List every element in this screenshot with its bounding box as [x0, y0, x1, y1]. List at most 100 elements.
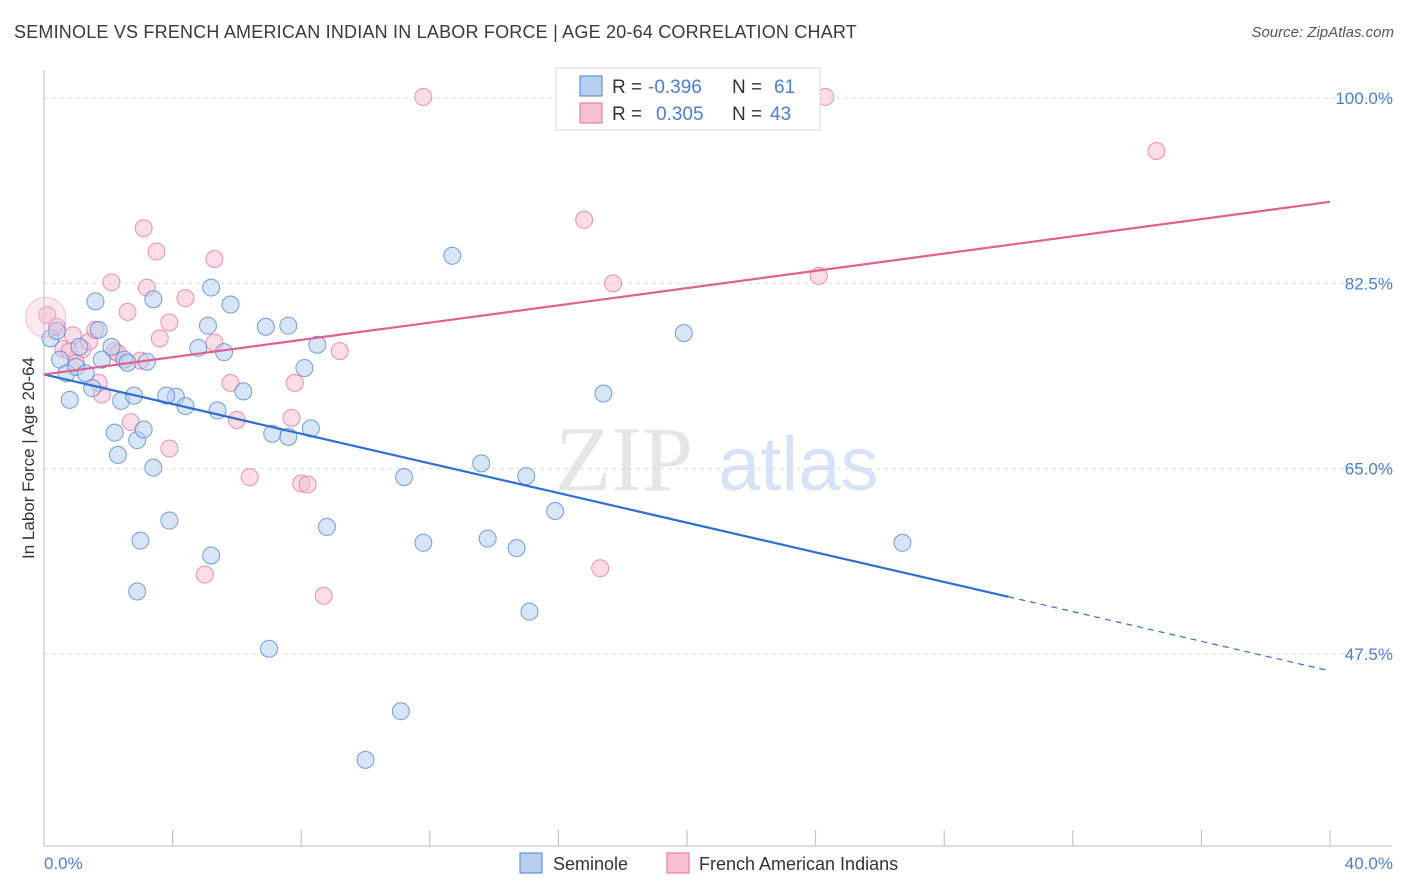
french-american-indians-point [591, 559, 610, 578]
seminole-point [47, 321, 66, 340]
seminole-point [70, 337, 89, 356]
chart-source: Source: ZipAtlas.com [1251, 24, 1394, 41]
seminole-point [295, 359, 314, 378]
seminole-point [260, 639, 279, 658]
seminole-point [279, 316, 298, 335]
correlation-legend: R = -0.396 N = 61 R = 0.305 N = 43 [555, 67, 821, 131]
watermark: ZIP atlas [555, 408, 879, 510]
seminole-point [202, 278, 221, 297]
bottom-legend-swatch-french [666, 852, 690, 874]
seminole-point [102, 337, 121, 356]
seminole-point [128, 582, 147, 601]
seminole-point [160, 511, 179, 530]
seminole-point [83, 379, 102, 398]
seminole-point [221, 295, 240, 314]
seminole-point [356, 750, 375, 769]
french-american-indians-point [102, 273, 121, 292]
seminole-point [414, 533, 433, 552]
tick-labels: 100.0% 82.5% 65.0% 47.5% 0.0% 40.0% [44, 89, 1393, 873]
seminole-point [92, 350, 111, 369]
chart-title: SEMINOLE VS FRENCH AMERICAN INDIAN IN LA… [14, 22, 857, 42]
legend-n-value-2: 43 [770, 104, 791, 125]
french-american-indians-point [38, 306, 57, 325]
french-american-indians-point [221, 373, 240, 392]
axes [43, 70, 1392, 847]
seminole-point [198, 316, 217, 335]
french-american-indians-point [314, 586, 333, 605]
watermark-atlas: atlas [718, 422, 879, 507]
seminole-trend-extension [1008, 596, 1331, 672]
french-american-indians-point [414, 87, 433, 106]
data-points [25, 87, 1166, 769]
legend-r-value-2: 0.305 [656, 104, 704, 125]
seminole-point [131, 531, 150, 550]
bottom-legend-label-french: French American Indians [699, 854, 898, 874]
french-american-indians-point [150, 329, 169, 348]
seminole-point [317, 517, 336, 536]
seminole-point [157, 386, 176, 405]
seminole-point [893, 533, 912, 552]
legend-n-label-1: N = [732, 77, 762, 98]
legend-swatch-french [579, 102, 603, 124]
french-american-indians-point [575, 210, 594, 229]
seminole-point [86, 292, 105, 311]
watermark-zip: ZIP [555, 408, 693, 510]
french-american-indians-point [147, 242, 166, 261]
legend-r-label-1: R = [612, 77, 642, 98]
french-american-indians-point [160, 439, 179, 458]
seminole-point [443, 246, 462, 265]
seminole-trend-line [43, 373, 1009, 598]
bottom-legend-swatch-seminole [519, 852, 543, 874]
french-american-indians-trend-line [43, 200, 1331, 376]
french-american-indians-point [282, 408, 301, 427]
seminole-point [520, 602, 539, 621]
seminole-point [308, 335, 327, 354]
seminole-point [507, 539, 526, 558]
legend-n-value-1: 61 [774, 77, 795, 98]
french-american-indians-point [205, 249, 224, 268]
french-american-indians-point [195, 565, 214, 584]
x-tick-label-max: 40.0% [1345, 854, 1393, 873]
y-tick-label: 100.0% [1335, 89, 1393, 108]
seminole-point [546, 502, 565, 521]
french-american-indians-point [604, 274, 623, 293]
seminole-point [395, 468, 414, 487]
seminole-point [144, 290, 163, 309]
french-american-indians-point [285, 373, 304, 392]
y-tick-label: 65.0% [1345, 460, 1393, 479]
french-american-indians-point [160, 313, 179, 332]
series-legend: Seminole French American Indians [519, 852, 898, 874]
legend-r-value-1: -0.396 [648, 77, 702, 98]
french-american-indians-point [176, 289, 195, 308]
seminole-point [105, 423, 124, 442]
french-american-indians-point [118, 302, 137, 321]
french-american-indians-point [134, 219, 153, 238]
seminole-point [517, 467, 536, 486]
seminole-point [674, 324, 693, 343]
legend-r-label-2: R = [612, 104, 642, 125]
y-axis-label: In Labor Force | Age 20-64 [19, 357, 38, 559]
legend-n-label-2: N = [732, 104, 762, 125]
french-american-indians-point [330, 342, 349, 361]
grid-lines [44, 97, 1392, 655]
seminole-point [60, 390, 79, 409]
legend-swatch-seminole [579, 75, 603, 97]
seminole-point [134, 420, 153, 439]
seminole-point [391, 702, 410, 721]
seminole-point [108, 445, 127, 464]
x-tick-label-min: 0.0% [44, 854, 83, 873]
bottom-legend-label-seminole: Seminole [553, 854, 628, 874]
trend-lines [43, 200, 1331, 672]
seminole-point [234, 382, 253, 401]
seminole-point [89, 320, 108, 339]
seminole-point [215, 343, 234, 362]
seminole-point [478, 529, 497, 548]
french-american-indians-point [298, 475, 317, 494]
seminole-point [594, 384, 613, 403]
y-tick-label: 82.5% [1345, 274, 1393, 293]
seminole-point [256, 317, 275, 336]
french-american-indians-point [240, 468, 259, 487]
french-american-indians-cluster [25, 296, 67, 338]
seminole-point [144, 458, 163, 477]
seminole-point [202, 546, 221, 565]
